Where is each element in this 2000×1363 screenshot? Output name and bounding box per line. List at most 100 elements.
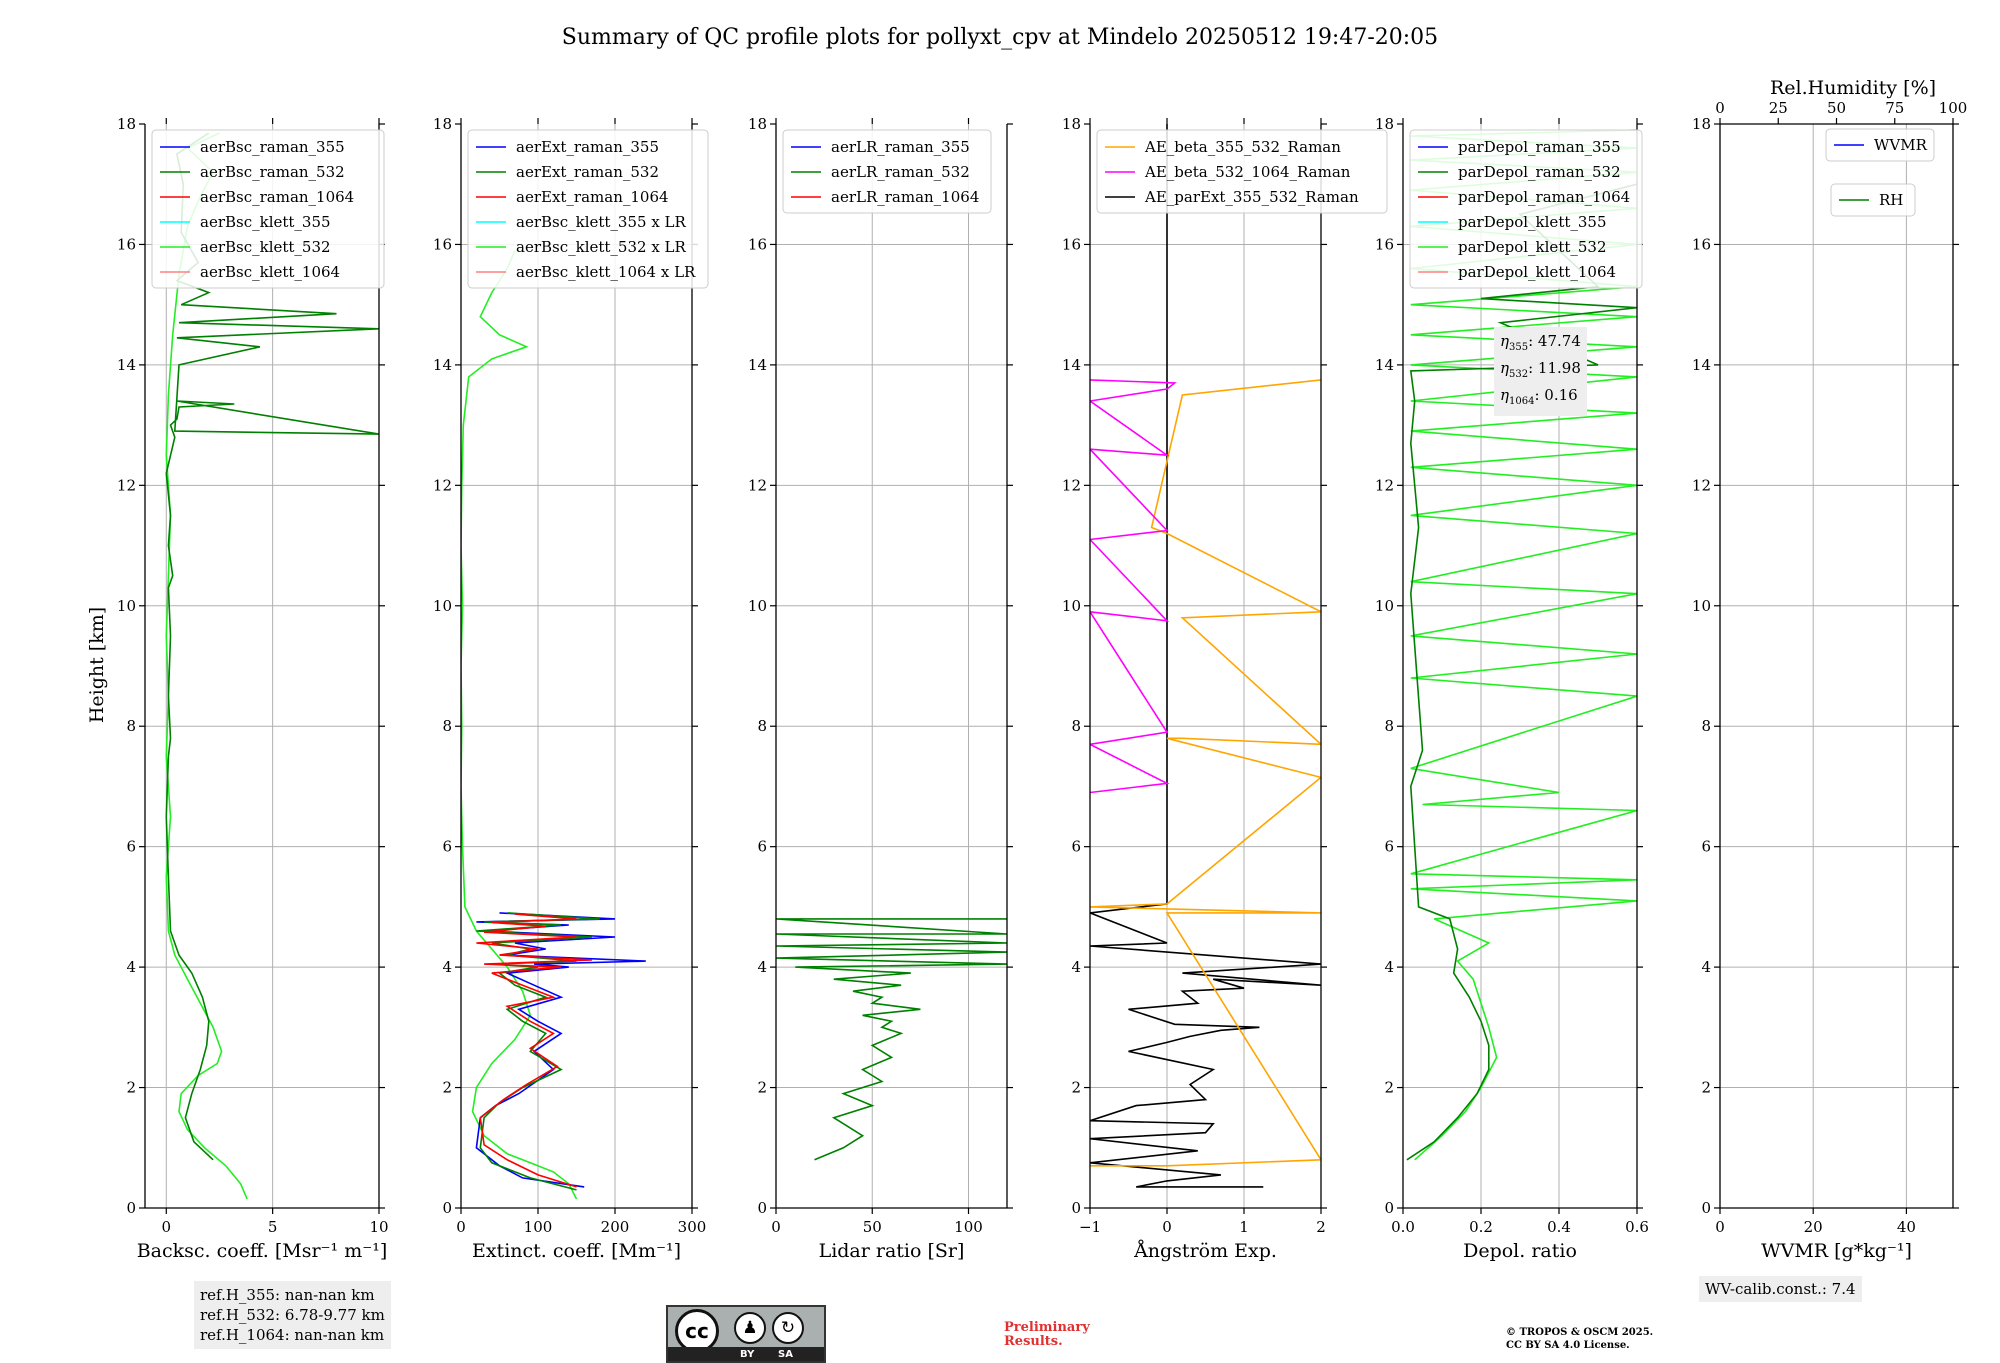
- legend-label: AE_parExt_355_532_Raman: [1144, 188, 1359, 206]
- y-tick-label: 14: [117, 356, 136, 374]
- y-tick-label: 14: [748, 356, 767, 374]
- y-tick-label: 6: [757, 838, 767, 856]
- y-tick-label: 8: [126, 717, 136, 735]
- rh-tick-label: 50: [1827, 99, 1846, 117]
- y-tick-label: 0: [757, 1199, 767, 1217]
- x-tick-label: 0: [161, 1218, 171, 1236]
- rh-tick-label: 25: [1769, 99, 1788, 117]
- y-tick-label: 10: [748, 597, 767, 615]
- rh-tick-label: 0: [1715, 99, 1725, 117]
- y-tick-label: 2: [126, 1079, 136, 1097]
- rh-axis-label: Rel.Humidity [%]: [1770, 77, 1936, 99]
- preliminary-line-1: Preliminary: [1004, 1320, 1090, 1335]
- legend-label: parDepol_klett_1064: [1458, 263, 1616, 281]
- legend-label: aerBsc_klett_532: [200, 238, 331, 256]
- legend-label: aerBsc_klett_1064: [200, 263, 340, 281]
- y-tick-label: 4: [126, 958, 136, 976]
- legend-label: aerLR_raman_1064: [831, 188, 979, 206]
- x-axis-label: Depol. ratio: [1463, 1240, 1577, 1262]
- copyright-line-2: CC BY SA 4.0 License.: [1506, 1340, 1630, 1351]
- legend-label: aerBsc_raman_355: [200, 138, 345, 156]
- y-tick-label: 16: [1062, 235, 1081, 253]
- legend-label: aerBsc_klett_532 x LR: [516, 238, 687, 256]
- y-tick-label: 12: [748, 476, 767, 494]
- x-axis-label: Lidar ratio [Sr]: [819, 1240, 965, 1262]
- y-tick-label: 16: [117, 235, 136, 253]
- y-tick-label: 4: [1071, 958, 1081, 976]
- legend-label: parDepol_raman_532: [1458, 163, 1621, 181]
- by-label: BY: [740, 1349, 755, 1360]
- y-tick-label: 8: [442, 717, 452, 735]
- eta-1064: η1064: 0.16: [1500, 386, 1578, 407]
- series-group: [1090, 124, 1321, 1188]
- y-tick-label: 4: [1384, 958, 1394, 976]
- legend-label: AE_beta_532_1064_Raman: [1144, 163, 1351, 181]
- x-tick-label: 1: [1239, 1218, 1249, 1236]
- legend-box: [1409, 129, 1643, 289]
- legend-box: [467, 129, 709, 289]
- legend-label: parDepol_klett_355: [1458, 213, 1607, 231]
- legend-box: [782, 129, 992, 214]
- y-tick-label: 16: [433, 235, 452, 253]
- y-tick-label: 10: [1062, 597, 1081, 615]
- figure-title: Summary of QC profile plots for pollyxt_…: [562, 25, 1438, 50]
- rh-tick-label: 100: [1939, 99, 1968, 117]
- legend-label: parDepol_raman_1064: [1458, 188, 1630, 206]
- series-aerBsc_raman_532: [165, 132, 379, 1161]
- y-tick-label: 0: [442, 1199, 452, 1217]
- x-tick-label: 5: [268, 1218, 278, 1236]
- y-tick-label: 2: [1384, 1079, 1394, 1097]
- eta-box: η355: 47.74 η532: 11.98 η1064: 0.16: [1494, 327, 1587, 416]
- x-tick-label: 0.4: [1547, 1218, 1571, 1236]
- legend-label: aerExt_raman_532: [516, 163, 659, 181]
- license-strip: BY SA: [668, 1347, 824, 1361]
- legend-label: aerBsc_klett_355 x LR: [516, 213, 687, 231]
- y-tick-label: 14: [1692, 356, 1711, 374]
- legend-label: aerBsc_klett_355: [200, 213, 331, 231]
- x-tick-label: 20: [1804, 1218, 1823, 1236]
- copyright-note: © TROPOS & OSCM 2025. CC BY SA 4.0 Licen…: [1506, 1326, 1653, 1352]
- series-aerBsc_klett_532 x LR: [461, 250, 578, 1200]
- x-tick-label: 10: [369, 1218, 388, 1236]
- panel-depol: 0 2 4 6 8 10 12 14 16 18 0.0 0.2 0.4 0.6 Depol. ratio p…: [1375, 115, 1649, 1262]
- y-tick-label: 18: [1375, 115, 1394, 133]
- series-aerLR_raman_532: [776, 918, 1007, 1161]
- x-tick-label: 0: [1715, 1218, 1725, 1236]
- x-tick-label: 100: [954, 1218, 983, 1236]
- y-tick-label: 0: [1701, 1199, 1711, 1217]
- preliminary-line-2: Results.: [1004, 1334, 1063, 1349]
- x-tick-label: 0.0: [1391, 1218, 1415, 1236]
- legend-label: WVMR: [1874, 136, 1928, 154]
- legend-label: aerBsc_raman_532: [200, 163, 345, 181]
- y-tick-label: 10: [433, 597, 452, 615]
- panel-lidar_ratio: 0 2 4 6 8 10 12 14 16 18 0 50 100 Lidar ratio [Sr] aer…: [748, 115, 1013, 1262]
- ref-h-1064: ref.H_1064: nan-nan km: [200, 1326, 385, 1344]
- legend-label: aerLR_raman_532: [831, 163, 970, 181]
- legend-label: aerBsc_raman_1064: [200, 188, 354, 206]
- cc-license-logo: cc ♟ ↻ BY SA: [666, 1305, 826, 1363]
- legend-label: parDepol_klett_532: [1458, 238, 1607, 256]
- legend-label: aerBsc_klett_1064 x LR: [516, 263, 696, 281]
- legend-label: aerExt_raman_355: [516, 138, 659, 156]
- eta-532: η532: 11.98: [1500, 359, 1581, 380]
- x-tick-label: 0: [1162, 1218, 1172, 1236]
- y-tick-label: 10: [1375, 597, 1394, 615]
- x-axis-label: Extinct. coeff. [Mm⁻¹]: [472, 1240, 681, 1262]
- legend-label: RH: [1879, 191, 1903, 209]
- x-tick-label: 300: [678, 1218, 707, 1236]
- copyright-line-1: © TROPOS & OSCM 2025.: [1506, 1327, 1654, 1338]
- x-tick-label: 0: [771, 1218, 781, 1236]
- series-group: [776, 918, 1007, 1161]
- x-axis-label: WVMR [g*kg⁻¹]: [1761, 1240, 1912, 1262]
- y-tick-label: 12: [1062, 476, 1081, 494]
- series-AE_beta_532_1064_Raman: [1090, 379, 1177, 794]
- y-tick-label: 4: [757, 958, 767, 976]
- y-tick-label: 4: [442, 958, 452, 976]
- legend-box: [1096, 129, 1388, 214]
- panel-extinction: 0 2 4 6 8 10 12 14 16 18 0 100 200 300 Extinct. coeff.…: [433, 115, 709, 1262]
- y-tick-label: 6: [126, 838, 136, 856]
- y-tick-label: 6: [442, 838, 452, 856]
- x-tick-label: −1: [1079, 1218, 1101, 1236]
